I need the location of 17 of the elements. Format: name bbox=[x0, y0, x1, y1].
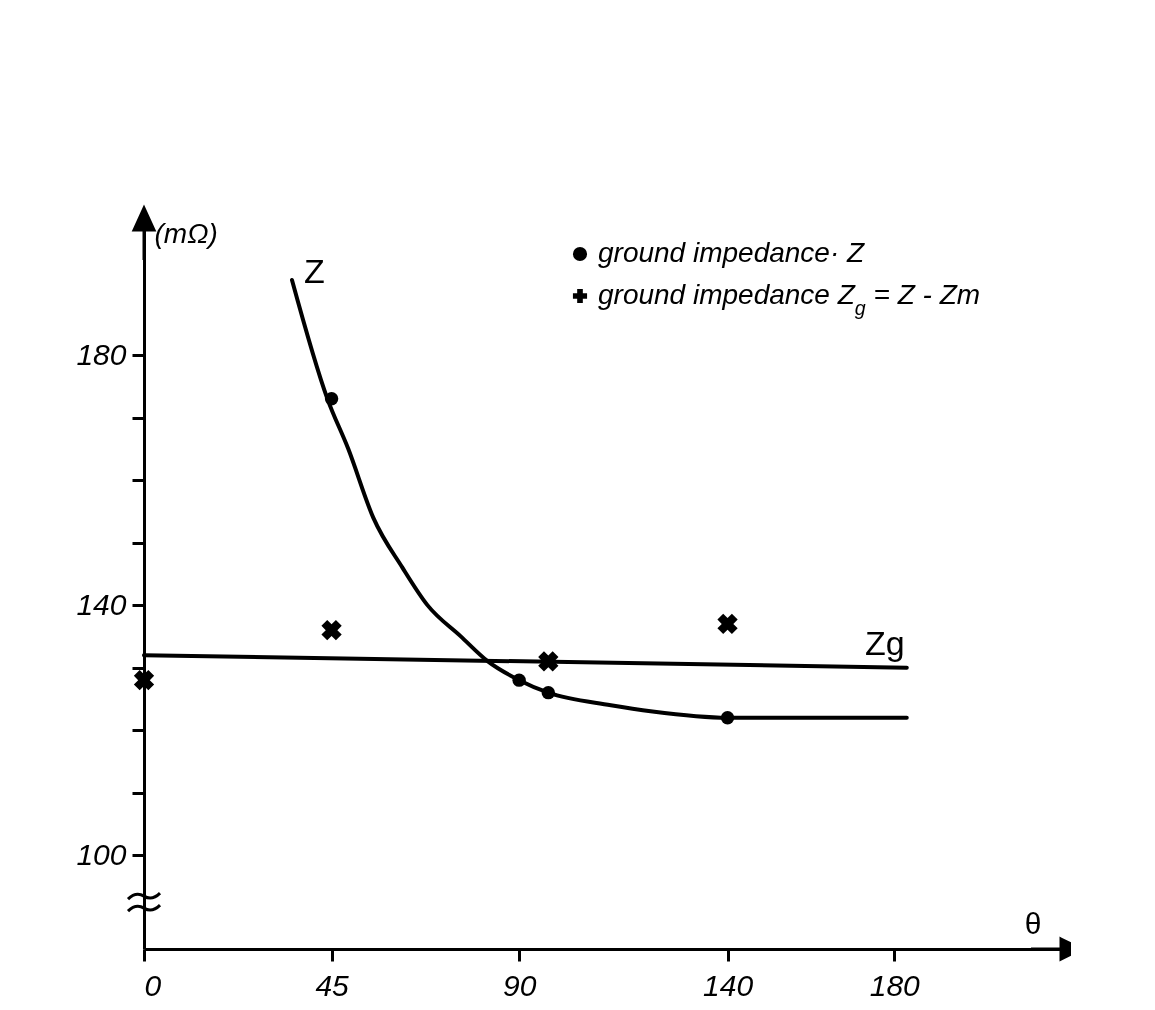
legend-label: ground impedance· Z bbox=[598, 237, 866, 268]
x-tick-label: 45 bbox=[315, 968, 350, 1002]
y-axis-title: (mΩ) bbox=[154, 217, 218, 249]
legend-label: ground impedance Z$_{g}$ = Z - Zm bbox=[598, 279, 981, 319]
y-tick-label: 140 bbox=[76, 587, 127, 621]
x-tick-label: 140 bbox=[703, 968, 754, 1002]
point bbox=[717, 613, 738, 635]
y-tick-label: 100 bbox=[76, 837, 127, 871]
series-label: Zg bbox=[865, 623, 905, 662]
x-tick-label: 90 bbox=[502, 968, 537, 1002]
x-tick-label: 0 bbox=[144, 968, 162, 1002]
point bbox=[133, 670, 155, 691]
x-tick-label: 180 bbox=[869, 968, 921, 1002]
point bbox=[321, 619, 342, 641]
y-tick-label: 180 bbox=[76, 337, 127, 371]
x-axis-title: θ bbox=[1024, 906, 1042, 940]
series-label: Z bbox=[303, 252, 325, 291]
